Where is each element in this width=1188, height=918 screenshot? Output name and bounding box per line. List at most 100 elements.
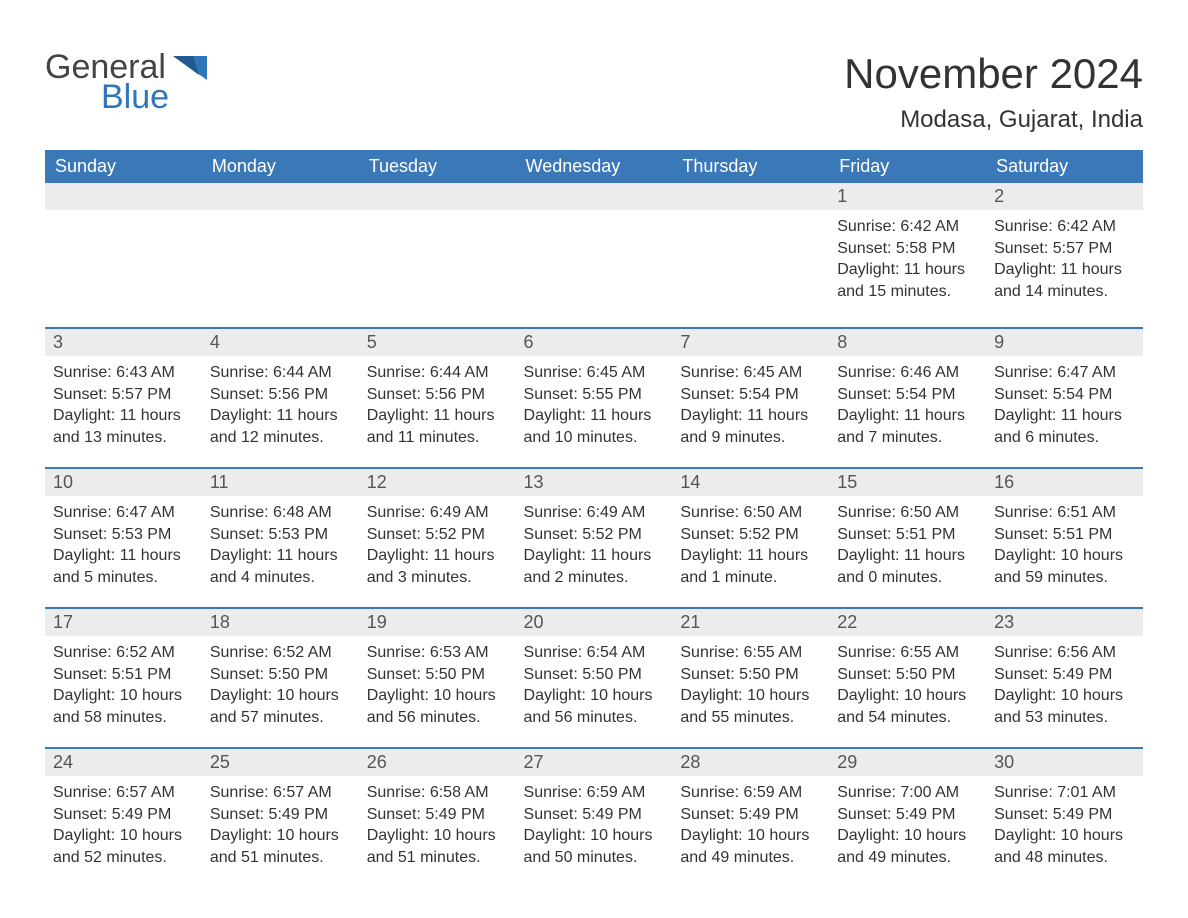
- week-content-row: Sunrise: 6:52 AMSunset: 5:51 PMDaylight:…: [45, 636, 1143, 748]
- daylight-line: Daylight: 10 hours and 56 minutes.: [524, 685, 665, 728]
- daylight-line: Daylight: 11 hours and 1 minute.: [680, 545, 821, 588]
- sunrise-line: Sunrise: 6:42 AM: [837, 216, 978, 238]
- sunset-line: Sunset: 5:55 PM: [524, 384, 665, 406]
- day-number: 6: [516, 329, 673, 356]
- title-block: November 2024 Modasa, Gujarat, India: [844, 50, 1143, 144]
- day-cell: Sunrise: 6:54 AMSunset: 5:50 PMDaylight:…: [516, 636, 673, 748]
- sunset-line: Sunset: 5:52 PM: [524, 524, 665, 546]
- sunrise-line: Sunrise: 7:01 AM: [994, 782, 1135, 804]
- day-number-row: 17181920212223: [45, 608, 1143, 636]
- daylight-line: Daylight: 11 hours and 2 minutes.: [524, 545, 665, 588]
- day-number: 17: [45, 609, 202, 636]
- day-cell: Sunrise: 6:46 AMSunset: 5:54 PMDaylight:…: [829, 356, 986, 468]
- day-number: 11: [202, 469, 359, 496]
- day-number: 28: [672, 749, 829, 776]
- sunrise-line: Sunrise: 6:53 AM: [367, 642, 508, 664]
- day-cell: Sunrise: 6:45 AMSunset: 5:54 PMDaylight:…: [672, 356, 829, 468]
- calendar-body: 12Sunrise: 6:42 AMSunset: 5:58 PMDayligh…: [45, 183, 1143, 888]
- sunrise-line: Sunrise: 6:47 AM: [53, 502, 194, 524]
- daylight-line: Daylight: 10 hours and 49 minutes.: [837, 825, 978, 868]
- sunrise-line: Sunrise: 6:45 AM: [524, 362, 665, 384]
- day-details: Sunrise: 6:44 AMSunset: 5:56 PMDaylight:…: [359, 356, 516, 458]
- sunset-line: Sunset: 5:56 PM: [210, 384, 351, 406]
- sunrise-line: Sunrise: 6:59 AM: [680, 782, 821, 804]
- sunset-line: Sunset: 5:57 PM: [994, 238, 1135, 260]
- day-cell: Sunrise: 7:01 AMSunset: 5:49 PMDaylight:…: [986, 776, 1143, 888]
- daylight-line: Daylight: 10 hours and 56 minutes.: [367, 685, 508, 728]
- day-number-cell: 20: [516, 608, 673, 636]
- day-cell: Sunrise: 6:50 AMSunset: 5:51 PMDaylight:…: [829, 496, 986, 608]
- sunrise-line: Sunrise: 6:56 AM: [994, 642, 1135, 664]
- sunset-line: Sunset: 5:49 PM: [210, 804, 351, 826]
- day-details: Sunrise: 6:58 AMSunset: 5:49 PMDaylight:…: [359, 776, 516, 878]
- day-details: Sunrise: 6:50 AMSunset: 5:51 PMDaylight:…: [829, 496, 986, 598]
- day-number: 22: [829, 609, 986, 636]
- day-number-cell: 9: [986, 328, 1143, 356]
- sunrise-line: Sunrise: 6:52 AM: [210, 642, 351, 664]
- daylight-line: Daylight: 11 hours and 15 minutes.: [837, 259, 978, 302]
- logo: General Blue: [45, 50, 207, 114]
- day-details: Sunrise: 6:55 AMSunset: 5:50 PMDaylight:…: [672, 636, 829, 738]
- day-number-cell: 28: [672, 748, 829, 776]
- day-details: Sunrise: 6:59 AMSunset: 5:49 PMDaylight:…: [516, 776, 673, 878]
- daylight-line: Daylight: 10 hours and 57 minutes.: [210, 685, 351, 728]
- sunset-line: Sunset: 5:51 PM: [994, 524, 1135, 546]
- sunset-line: Sunset: 5:51 PM: [837, 524, 978, 546]
- day-number-row: 12: [45, 183, 1143, 210]
- day-number: 1: [829, 183, 986, 210]
- day-details: Sunrise: 6:51 AMSunset: 5:51 PMDaylight:…: [986, 496, 1143, 598]
- weekday-header: Saturday: [986, 150, 1143, 183]
- day-details: Sunrise: 7:00 AMSunset: 5:49 PMDaylight:…: [829, 776, 986, 878]
- daylight-line: Daylight: 11 hours and 0 minutes.: [837, 545, 978, 588]
- sunrise-line: Sunrise: 7:00 AM: [837, 782, 978, 804]
- day-number: 26: [359, 749, 516, 776]
- day-number-cell: 18: [202, 608, 359, 636]
- sunrise-line: Sunrise: 6:47 AM: [994, 362, 1135, 384]
- day-number-cell: 19: [359, 608, 516, 636]
- day-number-cell: 16: [986, 468, 1143, 496]
- week-content-row: Sunrise: 6:42 AMSunset: 5:58 PMDaylight:…: [45, 210, 1143, 328]
- day-details: Sunrise: 6:46 AMSunset: 5:54 PMDaylight:…: [829, 356, 986, 458]
- weekday-header: Friday: [829, 150, 986, 183]
- sunrise-line: Sunrise: 6:44 AM: [210, 362, 351, 384]
- sunset-line: Sunset: 5:52 PM: [680, 524, 821, 546]
- month-title: November 2024: [844, 50, 1143, 98]
- day-number-cell: [202, 183, 359, 210]
- sunrise-line: Sunrise: 6:46 AM: [837, 362, 978, 384]
- day-number-cell: 24: [45, 748, 202, 776]
- day-number: 20: [516, 609, 673, 636]
- daylight-line: Daylight: 10 hours and 55 minutes.: [680, 685, 821, 728]
- day-details: Sunrise: 6:45 AMSunset: 5:54 PMDaylight:…: [672, 356, 829, 458]
- day-cell: [202, 210, 359, 328]
- sunset-line: Sunset: 5:49 PM: [524, 804, 665, 826]
- day-cell: Sunrise: 6:42 AMSunset: 5:58 PMDaylight:…: [829, 210, 986, 328]
- daylight-line: Daylight: 10 hours and 48 minutes.: [994, 825, 1135, 868]
- daylight-line: Daylight: 10 hours and 59 minutes.: [994, 545, 1135, 588]
- day-number-cell: [672, 183, 829, 210]
- day-cell: Sunrise: 6:55 AMSunset: 5:50 PMDaylight:…: [829, 636, 986, 748]
- sunset-line: Sunset: 5:52 PM: [367, 524, 508, 546]
- daylight-line: Daylight: 10 hours and 51 minutes.: [210, 825, 351, 868]
- day-details: Sunrise: 6:57 AMSunset: 5:49 PMDaylight:…: [45, 776, 202, 878]
- sunrise-line: Sunrise: 6:48 AM: [210, 502, 351, 524]
- sunset-line: Sunset: 5:58 PM: [837, 238, 978, 260]
- sunset-line: Sunset: 5:54 PM: [994, 384, 1135, 406]
- day-number-cell: 11: [202, 468, 359, 496]
- weekday-header: Wednesday: [516, 150, 673, 183]
- day-number: 24: [45, 749, 202, 776]
- weekday-header-row: Sunday Monday Tuesday Wednesday Thursday…: [45, 150, 1143, 183]
- day-details: Sunrise: 6:44 AMSunset: 5:56 PMDaylight:…: [202, 356, 359, 458]
- day-number-cell: 12: [359, 468, 516, 496]
- day-number-cell: 25: [202, 748, 359, 776]
- day-details: Sunrise: 6:52 AMSunset: 5:50 PMDaylight:…: [202, 636, 359, 738]
- weekday-header: Monday: [202, 150, 359, 183]
- day-number: 4: [202, 329, 359, 356]
- sunset-line: Sunset: 5:50 PM: [367, 664, 508, 686]
- day-cell: Sunrise: 6:52 AMSunset: 5:51 PMDaylight:…: [45, 636, 202, 748]
- sunrise-line: Sunrise: 6:51 AM: [994, 502, 1135, 524]
- day-number-cell: 3: [45, 328, 202, 356]
- day-cell: [359, 210, 516, 328]
- daylight-line: Daylight: 11 hours and 12 minutes.: [210, 405, 351, 448]
- day-details: Sunrise: 6:43 AMSunset: 5:57 PMDaylight:…: [45, 356, 202, 458]
- sunrise-line: Sunrise: 6:55 AM: [837, 642, 978, 664]
